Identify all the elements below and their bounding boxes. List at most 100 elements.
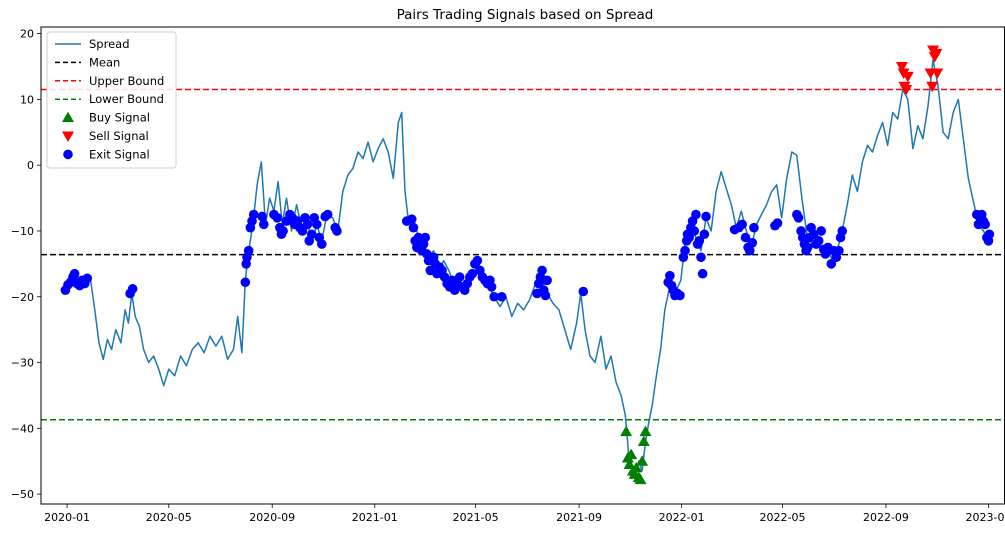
circle-icon xyxy=(63,149,73,160)
x-tick-label: 2021-01 xyxy=(352,511,398,524)
y-tick-label: −20 xyxy=(11,291,34,304)
exit-signal-marker xyxy=(240,277,251,288)
exit-signal-marker xyxy=(542,275,552,286)
exit-signal-marker xyxy=(816,226,827,236)
x-tick-label: 2021-05 xyxy=(453,511,499,524)
buy-signal-marker xyxy=(630,461,643,473)
exit-signal-marker xyxy=(258,219,269,230)
x-tick-label: 2020-05 xyxy=(146,511,192,524)
exit-signal-marker xyxy=(472,255,483,266)
legend-upper-bound-label: Upper Bound xyxy=(89,74,164,88)
exit-signal-marker xyxy=(737,219,747,230)
exit-signal-marker xyxy=(306,229,317,240)
x-tick-label: 2022-09 xyxy=(863,511,909,524)
exit-signal-marker xyxy=(749,222,759,233)
exit-signal-marker xyxy=(69,268,80,279)
x-tick-label: 2020-09 xyxy=(249,511,295,524)
exit-signal-marker xyxy=(408,222,419,233)
exit-signal-marker xyxy=(980,219,990,230)
sell-signal-marker xyxy=(930,48,943,60)
y-tick-label: −10 xyxy=(11,225,34,238)
buy-signal-marker xyxy=(620,425,633,437)
exit-signal-marker xyxy=(747,238,758,248)
exit-signal-marker xyxy=(772,218,783,228)
sell-signal-marker xyxy=(895,61,908,73)
legend-exit-signal-label: Exit Signal xyxy=(89,147,150,161)
exit-signal-marker xyxy=(82,273,93,284)
x-tick-label: 2023-01 xyxy=(966,511,1005,524)
chart-title: Pairs Trading Signals based on Spread xyxy=(397,7,654,23)
exit-signal-marker xyxy=(675,290,685,301)
buy-signal-marker xyxy=(625,448,638,460)
y-tick-label: −40 xyxy=(11,422,34,435)
exit-signal-marker xyxy=(406,214,417,224)
exit-signal-marker xyxy=(496,291,507,302)
exit-signal-marker xyxy=(740,232,751,243)
plot-frame xyxy=(40,26,1005,505)
legend-buy-signal-label: Buy Signal xyxy=(89,111,150,125)
exit-signal-marker xyxy=(317,239,327,249)
x-tick-label: 2022-01 xyxy=(659,511,705,524)
exit-signal-marker xyxy=(272,213,283,223)
y-tick-label: −50 xyxy=(11,488,34,501)
sell-signal-marker xyxy=(926,81,939,93)
exit-signal-marker xyxy=(697,268,708,279)
legend-box xyxy=(46,31,177,169)
exit-signal-marker xyxy=(537,265,547,276)
exit-signal-marker xyxy=(322,209,333,220)
sell-signal-marker xyxy=(900,85,913,96)
legend-spread-label: Spread xyxy=(89,37,130,51)
exit-signal-marker xyxy=(691,209,701,220)
exit-signal-marker xyxy=(689,226,700,236)
exit-signal-marker xyxy=(311,219,322,230)
exit-signal-marker xyxy=(454,272,465,282)
exit-signal-marker xyxy=(837,226,848,236)
exit-signal-marker xyxy=(696,252,706,263)
exit-signal-marker xyxy=(332,226,342,236)
y-tick-label: −30 xyxy=(11,357,34,370)
y-tick-label: 10 xyxy=(20,93,34,106)
exit-signal-marker xyxy=(834,245,844,256)
sell-signal-marker xyxy=(931,68,944,80)
exit-signal-marker xyxy=(744,245,755,256)
legend-exit-signal: Exit Signal xyxy=(63,147,150,161)
exit-signal-marker xyxy=(420,232,431,243)
legend-mean: Mean xyxy=(55,55,120,69)
triangle-down-icon xyxy=(62,131,74,142)
legend-upper-bound: Upper Bound xyxy=(55,74,164,88)
exit-signal-marker xyxy=(467,268,478,279)
buy-signal-marker xyxy=(637,435,650,446)
exit-signal-marker xyxy=(257,211,267,222)
sell-signal-marker xyxy=(901,71,914,83)
exit-signal-marker xyxy=(813,236,824,246)
spread-line xyxy=(66,59,990,476)
exit-signal-marker xyxy=(278,226,288,236)
legend-sell-signal: Sell Signal xyxy=(62,129,149,143)
axes: 2020-01 2020-05 2020-09 2021-01 2021-05 2021-… xyxy=(11,28,1005,524)
y-tick-label: 0 xyxy=(27,159,34,172)
exit-signal-marker xyxy=(489,291,499,302)
triangle-up-icon xyxy=(62,111,74,123)
exit-signal-marker xyxy=(826,259,837,269)
buy-signal-marker xyxy=(634,473,647,485)
exit-signal-marker xyxy=(699,229,710,240)
exit-signal-marker xyxy=(578,286,589,297)
exit-signal-marker xyxy=(684,232,695,243)
legend-lower-bound: Lower Bound xyxy=(55,92,164,106)
x-tick-label: 2021-09 xyxy=(556,511,602,524)
exit-signal-marker xyxy=(302,219,313,230)
exit-signal-marker xyxy=(802,242,813,253)
x-tick-label: 2022-05 xyxy=(760,511,806,524)
exit-signal-marker xyxy=(243,245,254,256)
exit-signal-marker xyxy=(540,290,551,301)
exit-signal-marker xyxy=(486,282,497,292)
exit-signal-marker xyxy=(694,236,705,246)
exit-signal-marker xyxy=(248,209,259,220)
exit-signal-marker xyxy=(808,229,819,240)
exit-signal-marker xyxy=(665,270,675,281)
exit-signal-marker xyxy=(680,245,690,256)
buy-signal-marker xyxy=(639,425,652,437)
plot-area xyxy=(41,45,1005,485)
buy-signal-marker xyxy=(636,455,649,466)
